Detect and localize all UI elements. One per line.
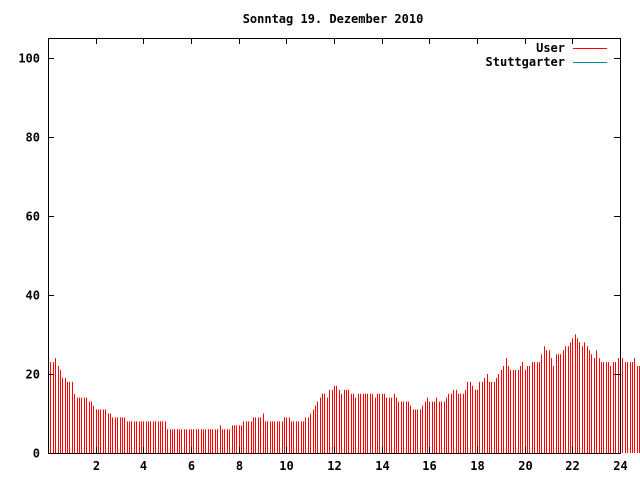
- x-tick-label: 8: [236, 459, 243, 473]
- legend-label: Stuttgarter: [486, 55, 565, 69]
- x-tick-label: 4: [140, 459, 147, 473]
- x-tick-label: 16: [422, 459, 436, 473]
- y-tick-label: 80: [26, 131, 40, 145]
- x-tick-label: 14: [375, 459, 389, 473]
- x-tick-label: 2: [93, 459, 100, 473]
- user-series-bars: [48, 334, 640, 453]
- y-tick-label: 60: [26, 210, 40, 224]
- x-tick-label: 10: [279, 459, 293, 473]
- y-tick-label: 40: [26, 289, 40, 303]
- x-tick-label: 6: [188, 459, 195, 473]
- y-tick-label: 100: [18, 52, 40, 66]
- x-tick-label: 12: [327, 459, 341, 473]
- legend-label: User: [536, 41, 565, 55]
- chart-title: Sonntag 19. Dezember 2010: [243, 12, 424, 26]
- x-tick-label: 20: [518, 459, 532, 473]
- x-tick-label: 22: [565, 459, 579, 473]
- x-tick-label: 18: [470, 459, 484, 473]
- x-tick-label: 24: [613, 459, 627, 473]
- y-tick-label: 20: [26, 368, 40, 382]
- y-tick-label: 0: [33, 447, 40, 461]
